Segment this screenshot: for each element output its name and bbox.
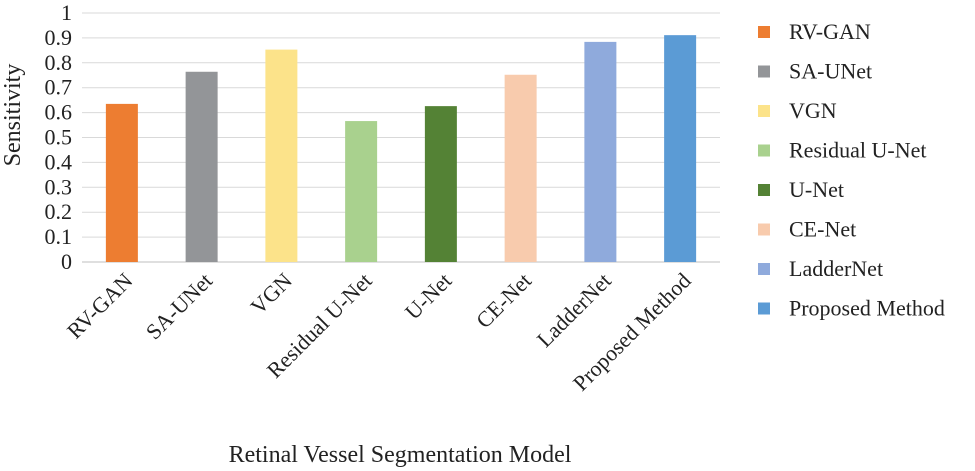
x-axis-title: Retinal Vessel Segmentation Model bbox=[229, 442, 572, 468]
bar bbox=[664, 35, 697, 263]
y-tick-label: 1 bbox=[61, 0, 72, 25]
legend-swatch bbox=[758, 144, 770, 157]
x-category-label: LadderNet bbox=[532, 268, 616, 352]
x-category-label: RV-GAN bbox=[62, 268, 138, 344]
y-tick-label: 0 bbox=[61, 249, 72, 274]
y-tick-label: 0.2 bbox=[45, 199, 73, 224]
y-tick-label: 0.4 bbox=[45, 149, 73, 174]
bar bbox=[105, 103, 138, 262]
legend-label: U-Net bbox=[789, 177, 844, 202]
bar bbox=[504, 74, 537, 262]
gridlines bbox=[82, 12, 720, 263]
legend-swatch bbox=[758, 263, 770, 275]
x-category-label: CE-Net bbox=[471, 268, 536, 333]
y-axis-title: Sensitivity bbox=[0, 64, 26, 167]
bar bbox=[424, 106, 457, 262]
bars bbox=[105, 35, 697, 263]
y-tick-label: 0.9 bbox=[45, 25, 73, 50]
bar bbox=[584, 41, 617, 262]
legend-swatch bbox=[758, 26, 770, 38]
y-tick-label: 0.1 bbox=[45, 224, 73, 249]
legend: RV-GAN SA-UNet VGN Residual U-Net U-Net CE-Ne… bbox=[758, 19, 945, 321]
x-category-label: VGN bbox=[246, 268, 297, 319]
y-tick-label: 0.3 bbox=[45, 174, 73, 199]
legend-label: SA-UNet bbox=[789, 59, 872, 84]
legend-label: Residual U-Net bbox=[789, 138, 926, 163]
y-tick-label: 0.8 bbox=[45, 50, 73, 75]
legend-label: RV-GAN bbox=[789, 19, 871, 44]
bar bbox=[265, 49, 298, 263]
legend-swatch bbox=[758, 105, 770, 117]
legend-swatch bbox=[758, 65, 770, 78]
x-category-label: SA-UNet bbox=[141, 268, 217, 344]
bar bbox=[345, 121, 378, 262]
legend-label: LadderNet bbox=[789, 256, 883, 281]
legend-swatch bbox=[758, 223, 770, 236]
legend-label: CE-Net bbox=[789, 217, 856, 242]
x-category-label: U-Net bbox=[400, 268, 457, 325]
y-tick-label: 0.5 bbox=[45, 125, 73, 150]
y-tick-labels: 00.10.20.30.40.50.60.70.80.91 bbox=[45, 0, 73, 274]
y-tick-label: 0.7 bbox=[45, 75, 73, 100]
legend-swatch bbox=[758, 184, 770, 196]
legend-label: VGN bbox=[789, 98, 837, 123]
bar bbox=[185, 71, 218, 262]
y-tick-label: 0.6 bbox=[45, 100, 73, 125]
legend-swatch bbox=[758, 302, 770, 315]
legend-label: Proposed Method bbox=[789, 296, 945, 321]
